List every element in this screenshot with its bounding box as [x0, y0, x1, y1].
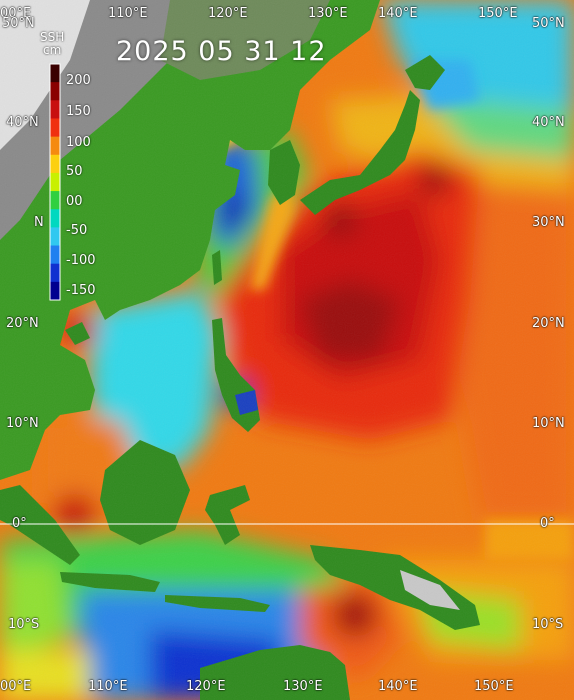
lat-label-left: 50°N: [2, 16, 35, 31]
lat-label-right: 30°N: [532, 215, 565, 230]
colorbar-tick: 50: [66, 164, 83, 179]
lat-label-left-partial: N: [34, 215, 44, 230]
colorbar-tick: 150: [66, 104, 91, 119]
lat-label-right: 20°N: [532, 316, 565, 331]
colorbar-segment: [50, 281, 60, 301]
colorbar-tick: 00: [66, 194, 83, 209]
lon-label-bottom: 120°E: [186, 679, 226, 694]
lon-label-bottom: 150°E: [474, 679, 514, 694]
lat-label-left: 10°N: [6, 416, 39, 431]
colorbar-segment: [50, 245, 60, 265]
colorbar-title: SSH cm: [40, 31, 64, 57]
colorbar-segment: [50, 100, 60, 119]
timestamp: 2025 05 31 12: [116, 36, 327, 67]
lat-label-left: 20°N: [6, 316, 39, 331]
colorbar-segment: [50, 82, 60, 101]
lon-label-bottom: 110°E: [88, 679, 128, 694]
colorbar-tick: -50: [66, 223, 88, 238]
colorbar-segment: [50, 118, 60, 138]
colorbar-tick: 100: [66, 135, 91, 150]
lon-label-top: 130°E: [308, 6, 348, 21]
lat-label-left: 40°N: [6, 115, 39, 130]
lon-label-top: 00°E: [0, 6, 32, 21]
lat-label-right: 40°N: [532, 115, 565, 130]
lat-label-right: 50°N: [532, 16, 565, 31]
colorbar-segment: [50, 154, 60, 174]
lon-label-top: 140°E: [378, 6, 418, 21]
lon-label-bottom: 130°E: [283, 679, 323, 694]
lon-label-bottom: 140°E: [378, 679, 418, 694]
colorbar-segment: [50, 209, 60, 228]
lon-label-top: 150°E: [478, 6, 518, 21]
colorbar-tick: 200: [66, 73, 91, 88]
lat-label-left: 10°S: [8, 617, 40, 632]
colorbar-segment: [50, 64, 60, 83]
colorbar-title-line2: cm: [42, 43, 62, 57]
lat-label-right: 0°: [540, 516, 555, 531]
colorbar-segment: [50, 191, 60, 210]
lat-label-right: 10°S: [532, 617, 564, 632]
lon-label-top: 110°E: [108, 6, 148, 21]
colorbar-tick: -150: [66, 283, 96, 298]
colorbar-tick: -100: [66, 253, 96, 268]
colorbar-title-line1: SSH: [40, 30, 65, 44]
colorbar-border: [49, 63, 61, 301]
colorbar-segment: [50, 227, 60, 247]
colorbar-segment: [50, 136, 60, 156]
lon-label-top: 120°E: [208, 6, 248, 21]
lon-label-bottom: 00°E: [0, 679, 32, 694]
lat-label-left: 0°: [12, 516, 27, 531]
colorbar-segment: [50, 172, 60, 192]
colorbar: [49, 63, 61, 301]
colorbar-segment: [50, 263, 60, 283]
lat-label-right: 10°N: [532, 416, 565, 431]
